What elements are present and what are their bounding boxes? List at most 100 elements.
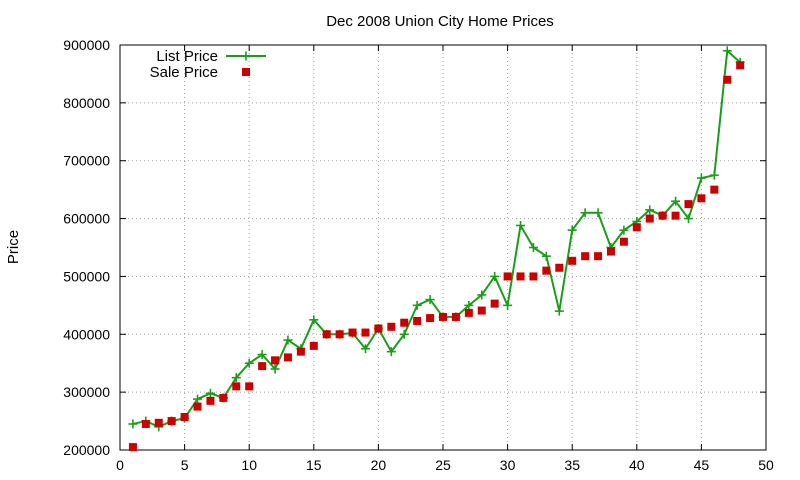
y-tick-label: 500000	[63, 268, 110, 284]
list-price-point	[593, 208, 603, 218]
list-price-point	[709, 170, 719, 180]
list-price-series	[128, 46, 745, 432]
sale-price-point	[128, 443, 137, 452]
sale-price-point	[335, 330, 344, 339]
sale-price-point	[400, 318, 409, 327]
sale-price-point	[296, 347, 305, 356]
sale-price-series	[128, 61, 745, 452]
sale-price-point	[516, 272, 525, 281]
x-tick-label: 45	[694, 457, 710, 473]
list-price-point	[645, 205, 655, 215]
x-tick-label: 20	[371, 457, 387, 473]
legend-label: List Price	[156, 48, 218, 65]
sale-price-point	[271, 356, 280, 365]
y-tick-label: 200000	[63, 442, 110, 458]
list-price-point	[386, 347, 396, 357]
sale-price-point	[361, 328, 370, 337]
x-tick-label: 0	[116, 457, 124, 473]
sale-price-point	[413, 316, 422, 325]
list-price-line	[132, 49, 741, 428]
list-price-point	[516, 221, 526, 231]
sale-price-point	[387, 322, 396, 331]
y-tick-label: 800000	[63, 95, 110, 111]
sale-price-point	[348, 328, 357, 337]
list-price-point	[477, 290, 487, 300]
sale-price-point	[477, 306, 486, 315]
sale-price-point	[309, 341, 318, 350]
list-price-point	[528, 243, 538, 252]
y-tick-label: 300000	[63, 384, 110, 400]
list-price-point	[399, 329, 409, 339]
x-tick-label: 30	[500, 457, 516, 473]
sale-price-point	[542, 266, 551, 275]
list-price-point	[722, 46, 732, 56]
list-price-point	[580, 208, 590, 218]
list-price-point	[567, 225, 577, 235]
series-layer	[128, 46, 745, 452]
list-price-point	[231, 373, 241, 383]
list-price-point	[554, 306, 564, 316]
list-price-point	[683, 214, 693, 224]
list-price-point	[503, 300, 513, 310]
list-price-point	[128, 419, 138, 429]
legend-label: Sale Price	[150, 64, 218, 81]
x-tick-label: 15	[306, 457, 322, 473]
sale-price-point	[206, 396, 215, 405]
sale-price-point	[232, 382, 241, 391]
sale-price-point	[594, 252, 603, 261]
sale-price-point	[464, 308, 473, 317]
sale-price-point	[697, 194, 706, 203]
sale-price-point	[658, 211, 667, 220]
grid	[120, 45, 766, 450]
sale-price-point	[426, 314, 435, 323]
list-price-point	[257, 350, 267, 360]
y-tick-label: 600000	[63, 211, 110, 227]
sale-price-point	[219, 393, 228, 402]
sale-price-point	[555, 263, 564, 272]
sale-price-point	[167, 417, 176, 426]
axis-ticks: 0 5 10 15 20 25 30 35 40 45 50 200000 300000 400000 50…	[63, 37, 774, 473]
sale-price-point	[736, 61, 745, 70]
chart-title: Dec 2008 Union City Home Prices	[326, 13, 554, 30]
list-price-point	[360, 344, 370, 354]
list-price-point	[283, 335, 293, 345]
list-price-point	[412, 300, 422, 310]
x-tick-label: 5	[181, 457, 189, 473]
sale-price-point	[710, 185, 719, 194]
sale-price-point	[619, 237, 628, 246]
list-price-point	[671, 196, 681, 206]
sale-price-point	[439, 312, 447, 321]
list-price-point	[309, 315, 319, 325]
sale-price-point	[529, 272, 538, 281]
x-tick-label: 10	[241, 457, 257, 473]
y-axis-label: Price	[5, 230, 22, 264]
y-tick-label: 700000	[63, 153, 110, 169]
sale-price-point	[193, 402, 202, 411]
list-price-point	[425, 295, 435, 305]
sale-price-point	[684, 200, 693, 209]
sale-price-point	[490, 299, 499, 308]
sale-price-point	[568, 256, 577, 265]
x-tick-label: 25	[435, 457, 451, 473]
sale-price-point	[283, 353, 292, 362]
sale-price-point	[451, 312, 460, 321]
list-price-point	[193, 394, 203, 404]
legend-marker	[242, 68, 250, 76]
y-tick-label: 900000	[63, 37, 110, 53]
x-tick-label: 50	[758, 457, 774, 473]
list-price-point	[619, 225, 629, 235]
list-price-point	[696, 173, 706, 183]
sale-price-point	[606, 247, 615, 256]
legend-marker	[241, 51, 251, 61]
sale-price-point	[723, 75, 732, 84]
list-price-point	[205, 388, 215, 398]
x-tick-label: 35	[564, 457, 580, 473]
sale-price-point	[154, 418, 163, 427]
list-price-point	[541, 251, 551, 261]
sale-price-point	[645, 214, 654, 223]
sale-price-point	[503, 272, 512, 281]
x-tick-label: 40	[629, 457, 645, 473]
